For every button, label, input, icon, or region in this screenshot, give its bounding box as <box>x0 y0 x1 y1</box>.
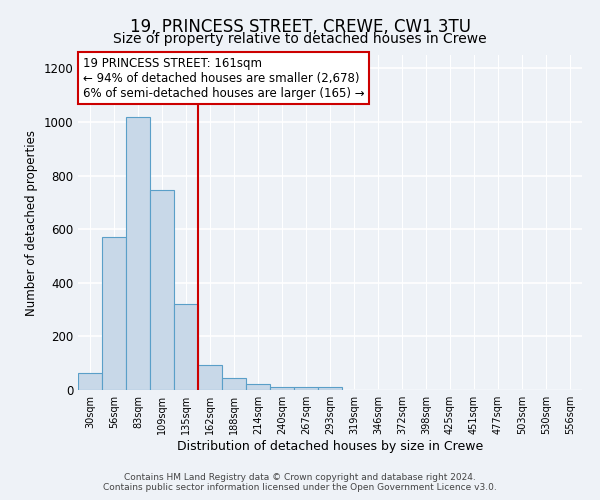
Bar <box>294 387 318 390</box>
Bar <box>198 364 222 390</box>
X-axis label: Distribution of detached houses by size in Crewe: Distribution of detached houses by size … <box>177 440 483 453</box>
Bar <box>246 384 270 390</box>
Bar <box>126 116 150 390</box>
Bar <box>102 237 126 390</box>
Bar <box>222 378 246 390</box>
Bar <box>150 190 174 390</box>
Text: 19 PRINCESS STREET: 161sqm
← 94% of detached houses are smaller (2,678)
6% of se: 19 PRINCESS STREET: 161sqm ← 94% of deta… <box>83 56 365 100</box>
Bar <box>78 372 102 390</box>
Text: Size of property relative to detached houses in Crewe: Size of property relative to detached ho… <box>113 32 487 46</box>
Text: 19, PRINCESS STREET, CREWE, CW1 3TU: 19, PRINCESS STREET, CREWE, CW1 3TU <box>130 18 470 36</box>
Bar <box>318 387 342 390</box>
Text: Contains HM Land Registry data © Crown copyright and database right 2024.
Contai: Contains HM Land Registry data © Crown c… <box>103 473 497 492</box>
Bar <box>270 386 294 390</box>
Y-axis label: Number of detached properties: Number of detached properties <box>25 130 38 316</box>
Bar <box>174 304 198 390</box>
